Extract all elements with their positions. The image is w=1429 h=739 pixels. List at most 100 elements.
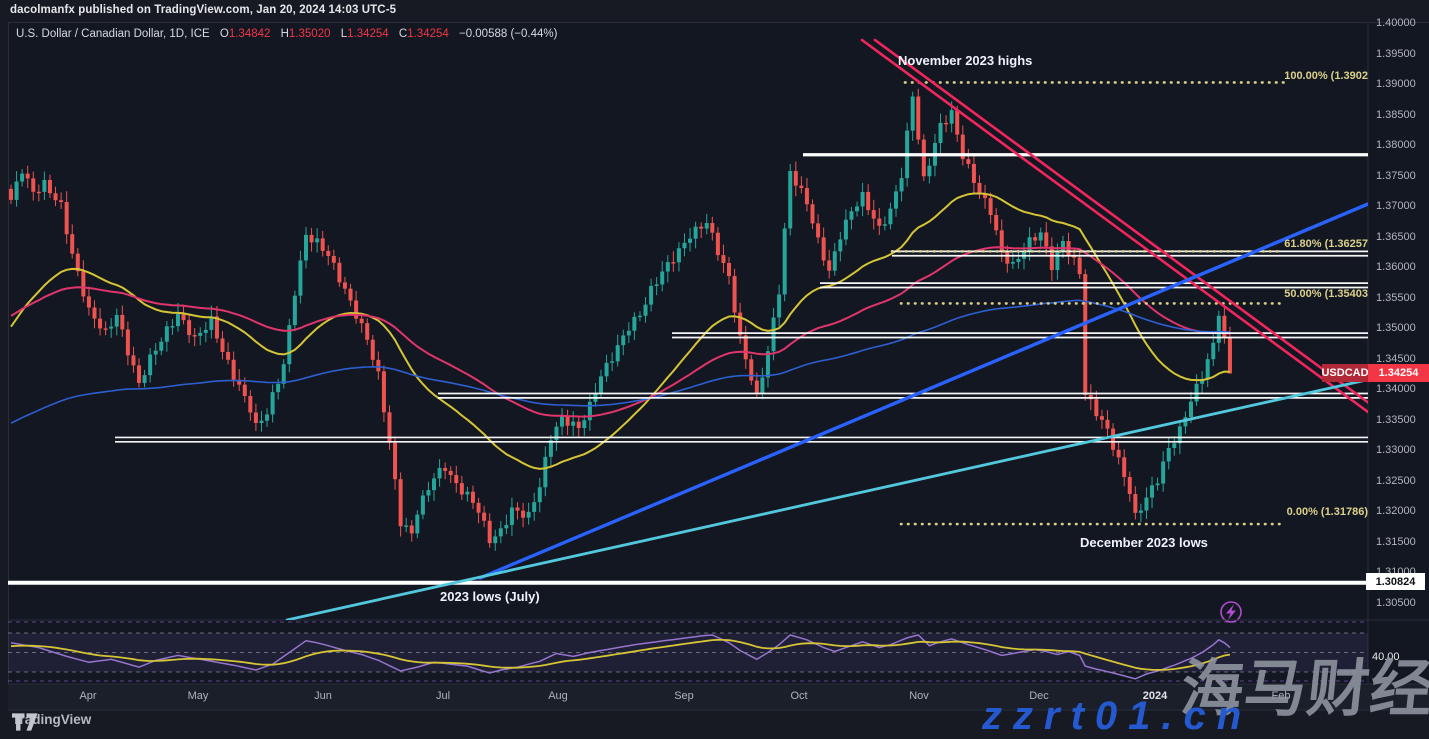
fib-label[interactable]: 61.80% (1.36257 xyxy=(1284,238,1368,250)
candle-body xyxy=(810,204,815,224)
candle-body xyxy=(509,507,514,525)
annotation-december-lows[interactable]: December 2023 lows xyxy=(1080,535,1208,550)
descending-channel-upper[interactable] xyxy=(860,38,1368,414)
candle-body xyxy=(643,304,648,316)
candle-body xyxy=(1094,399,1099,417)
candle-body xyxy=(131,355,136,366)
candle-body xyxy=(1060,240,1065,251)
ascending-support-cyan[interactable] xyxy=(285,377,1380,620)
candle-body xyxy=(482,512,487,521)
candle-body xyxy=(86,296,91,308)
annotation-november-highs[interactable]: November 2023 highs xyxy=(898,53,1033,68)
candle-body xyxy=(181,313,186,321)
time-tick-jul: Jul xyxy=(435,690,451,702)
candle-body xyxy=(1172,443,1177,449)
candle-body xyxy=(1111,428,1116,450)
price-tick: 1.33500 xyxy=(1376,413,1416,426)
candle-body xyxy=(231,359,236,380)
candle-body xyxy=(1055,250,1060,271)
annotation-july-lows[interactable]: 2023 lows (July) xyxy=(440,589,540,604)
candle-body xyxy=(420,495,425,515)
candle-body xyxy=(682,242,687,249)
candle-body xyxy=(660,271,665,285)
candle-body xyxy=(298,260,303,296)
price-tick: 1.37500 xyxy=(1376,169,1416,182)
price-tick: 1.38000 xyxy=(1376,139,1416,151)
candle-body xyxy=(560,415,565,427)
time-tick-may: May xyxy=(187,690,209,702)
candle-body xyxy=(598,376,603,394)
candle-body xyxy=(326,250,331,256)
candle-body xyxy=(409,525,414,534)
low-value: 1.34254 xyxy=(347,28,389,40)
candle-body xyxy=(715,232,720,256)
ma-mid-pink[interactable] xyxy=(10,246,1231,418)
ma-slow-blue[interactable] xyxy=(10,299,1231,424)
candle-body xyxy=(827,260,832,271)
candle-body xyxy=(777,294,782,318)
candle-body xyxy=(788,171,793,229)
candle-body xyxy=(1188,401,1193,418)
candle-body xyxy=(632,316,637,331)
rsi-signal-line[interactable] xyxy=(10,638,1231,671)
candle-body xyxy=(977,182,982,194)
watermark-url: zzrt01.cn xyxy=(982,694,1253,738)
candle-body xyxy=(504,524,509,529)
candle-body xyxy=(493,536,498,544)
candle-body xyxy=(771,317,776,352)
price-pane[interactable] xyxy=(8,38,1381,620)
candle-body xyxy=(710,223,715,233)
candle-body xyxy=(665,262,670,272)
candle-body xyxy=(949,110,954,124)
candle-body xyxy=(1033,237,1038,241)
candle-body xyxy=(571,421,576,426)
candle-body xyxy=(1183,417,1188,427)
candle-body xyxy=(727,263,732,277)
descending-channel-lower[interactable] xyxy=(873,38,1381,412)
candle-body xyxy=(721,255,726,264)
price-tick: 1.36000 xyxy=(1376,261,1416,273)
candle-body xyxy=(871,210,876,219)
rsi-pane[interactable] xyxy=(8,621,1368,682)
fib-label[interactable]: 0.00% (1.31786) xyxy=(1286,506,1368,518)
candle-body xyxy=(860,191,865,207)
time-tick-2024: 2024 xyxy=(1142,690,1168,702)
candle-body xyxy=(782,228,787,295)
candle-body xyxy=(838,239,843,252)
high-label: H xyxy=(280,28,289,40)
rsi-line[interactable] xyxy=(10,634,1231,680)
candle-body xyxy=(899,178,904,192)
candle-body xyxy=(944,122,949,125)
candle-body xyxy=(1216,315,1221,343)
candle-body xyxy=(148,354,153,376)
candle-body xyxy=(676,248,681,263)
candle-body xyxy=(459,483,464,495)
candle-body xyxy=(270,392,275,415)
candle-body xyxy=(988,198,993,215)
price-tick: 1.32000 xyxy=(1376,505,1416,517)
ascending-support-blue[interactable] xyxy=(478,202,1368,580)
candle-body xyxy=(1138,510,1143,513)
candle-body xyxy=(92,307,97,319)
candle-body xyxy=(893,191,898,209)
symbol-legend[interactable]: U.S. Dollar / Canadian Dollar, 1D, ICE O… xyxy=(16,28,557,40)
candle-body xyxy=(415,514,420,534)
candle-body xyxy=(1027,237,1032,252)
candle-body xyxy=(47,179,52,194)
candle-body xyxy=(604,362,609,377)
candle-body xyxy=(1227,337,1232,374)
candle-body xyxy=(103,328,108,330)
candle-body xyxy=(576,421,581,429)
candle-body xyxy=(582,420,587,429)
fib-label[interactable]: 50.00% (1.35403 xyxy=(1284,288,1368,300)
candle-body xyxy=(164,326,169,342)
candle-body xyxy=(376,359,381,372)
candle-body xyxy=(927,165,932,177)
candle-body xyxy=(342,282,347,289)
candle-body xyxy=(14,181,19,200)
tradingview-logo[interactable]: TradingView xyxy=(12,712,91,731)
ma-fast-yellow[interactable] xyxy=(10,192,1231,470)
fib-label[interactable]: 100.00% (1.3902 xyxy=(1284,70,1368,82)
candle-body xyxy=(209,316,214,330)
